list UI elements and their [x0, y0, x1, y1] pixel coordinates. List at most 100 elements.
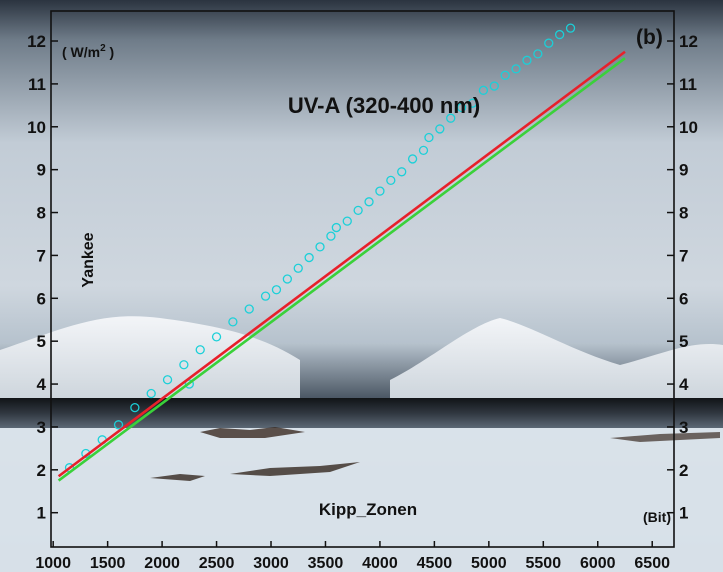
- y-tick-label-left: 12: [27, 32, 46, 51]
- x-tick-label: 2000: [144, 555, 180, 572]
- scatter-point: [511, 64, 521, 74]
- scatter-series: [64, 23, 576, 473]
- scatter-point: [467, 98, 478, 108]
- scatter-point: [364, 197, 374, 207]
- y-tick-label-right: 5: [679, 332, 688, 351]
- scatter-point: [342, 216, 352, 226]
- scatter-point: [326, 231, 336, 241]
- y-tick-label-left: 4: [37, 375, 47, 394]
- scatter-point: [146, 388, 156, 399]
- y-tick-label-left: 7: [37, 246, 46, 265]
- scatter-point: [544, 38, 554, 48]
- y-axis-label: Yankee: [80, 232, 97, 287]
- fit-line-red: [57, 50, 626, 478]
- x-unit-label: (Bit): [643, 509, 671, 525]
- scatter-point: [244, 304, 254, 314]
- y-tick-label-left: 10: [27, 118, 46, 137]
- y-tick-label-right: 3: [679, 418, 688, 437]
- y-unit-base: ( W/m: [62, 44, 100, 60]
- mountain-left: [0, 316, 300, 400]
- scatter-point: [533, 49, 543, 59]
- scatter-point: [424, 132, 434, 143]
- y-tick-label-right: 8: [679, 204, 688, 223]
- rocks-2: [150, 462, 360, 481]
- scatter-point: [130, 402, 140, 413]
- y-tick-label-right: 6: [679, 289, 688, 308]
- scatter-point: [456, 102, 467, 113]
- scatter-point: [211, 332, 222, 342]
- y-tick-label-right: 4: [679, 375, 689, 394]
- chart-title: UV-A (320-400 nm): [288, 93, 480, 118]
- x-tick-label: 4500: [417, 555, 453, 572]
- x-tick-label: 5000: [471, 555, 507, 572]
- scatter-point: [271, 285, 282, 295]
- y-unit-exponent: 2: [100, 43, 106, 54]
- scatter-point: [435, 124, 445, 134]
- scatter-point: [353, 205, 363, 216]
- plot-frame: [50, 10, 675, 548]
- scatter-point: [418, 145, 429, 156]
- scatter-point: [282, 274, 292, 284]
- scatter-point: [304, 252, 314, 263]
- x-tick-label: 1000: [35, 555, 71, 572]
- x-axis: 1000 1500 2000 2500 3000 3500 4000 4500 5000 5500…: [35, 541, 670, 572]
- y-tick-label-left: 8: [37, 204, 46, 223]
- scatter-point: [315, 242, 325, 252]
- x-axis-label: Kipp_Zonen: [319, 500, 417, 519]
- y-tick-label-left: 5: [37, 332, 46, 351]
- y-tick-label-right: 10: [679, 118, 698, 137]
- snow-foreground: [0, 428, 723, 572]
- x-tick-label: 1500: [90, 555, 126, 572]
- scatter-point: [179, 360, 189, 370]
- y-tick-label-right: 2: [679, 461, 688, 480]
- scatter-point: [500, 70, 510, 80]
- scatter-point: [293, 263, 303, 273]
- y-tick-label-right: 7: [679, 246, 688, 265]
- scatter-point: [522, 55, 532, 65]
- y-unit-close: ): [106, 44, 115, 60]
- scatter-point: [565, 23, 576, 33]
- y-unit-label: ( W/m2 ): [62, 43, 114, 60]
- y-tick-label-right: 1: [679, 504, 688, 523]
- scatter-point: [195, 345, 205, 355]
- fit-line-green: [57, 57, 626, 482]
- scatter-point: [162, 375, 173, 385]
- scatter-point: [397, 167, 407, 177]
- y-tick-label-left: 3: [37, 418, 46, 437]
- scatter-point: [228, 317, 238, 327]
- y-tick-label-left: 9: [37, 161, 46, 180]
- scatter-point: [478, 85, 489, 95]
- rocks-1: [200, 427, 305, 438]
- x-tick-label: 3000: [253, 555, 289, 572]
- fit-lines: [57, 50, 626, 482]
- dark-shore-band: [0, 398, 723, 428]
- scatter-point: [375, 186, 385, 196]
- rocks-3: [610, 432, 720, 442]
- x-tick-label: 5500: [526, 555, 562, 572]
- mountain-right: [390, 318, 723, 400]
- scatter-point: [184, 379, 194, 389]
- y-tick-label-left: 1: [37, 504, 46, 523]
- x-tick-label: 6000: [580, 555, 616, 572]
- y-tick-label-right: 11: [679, 75, 697, 94]
- scatter-point: [386, 175, 396, 186]
- scatter-point: [260, 291, 271, 301]
- scatter-point: [113, 420, 124, 430]
- panel-label: (b): [636, 26, 663, 49]
- y-tick-label-left: 6: [37, 289, 46, 308]
- scatter-point: [554, 29, 565, 40]
- x-tick-label: 2500: [199, 555, 235, 572]
- scatter-point: [407, 154, 418, 164]
- scatter-point: [331, 222, 342, 233]
- x-tick-label: 6500: [634, 555, 670, 572]
- scatter-point: [446, 113, 456, 123]
- y-tick-label-left: 11: [28, 75, 46, 94]
- x-tick-label: 3500: [308, 555, 344, 572]
- y-tick-label-left: 2: [37, 461, 46, 480]
- y-tick-label-right: 12: [679, 32, 698, 51]
